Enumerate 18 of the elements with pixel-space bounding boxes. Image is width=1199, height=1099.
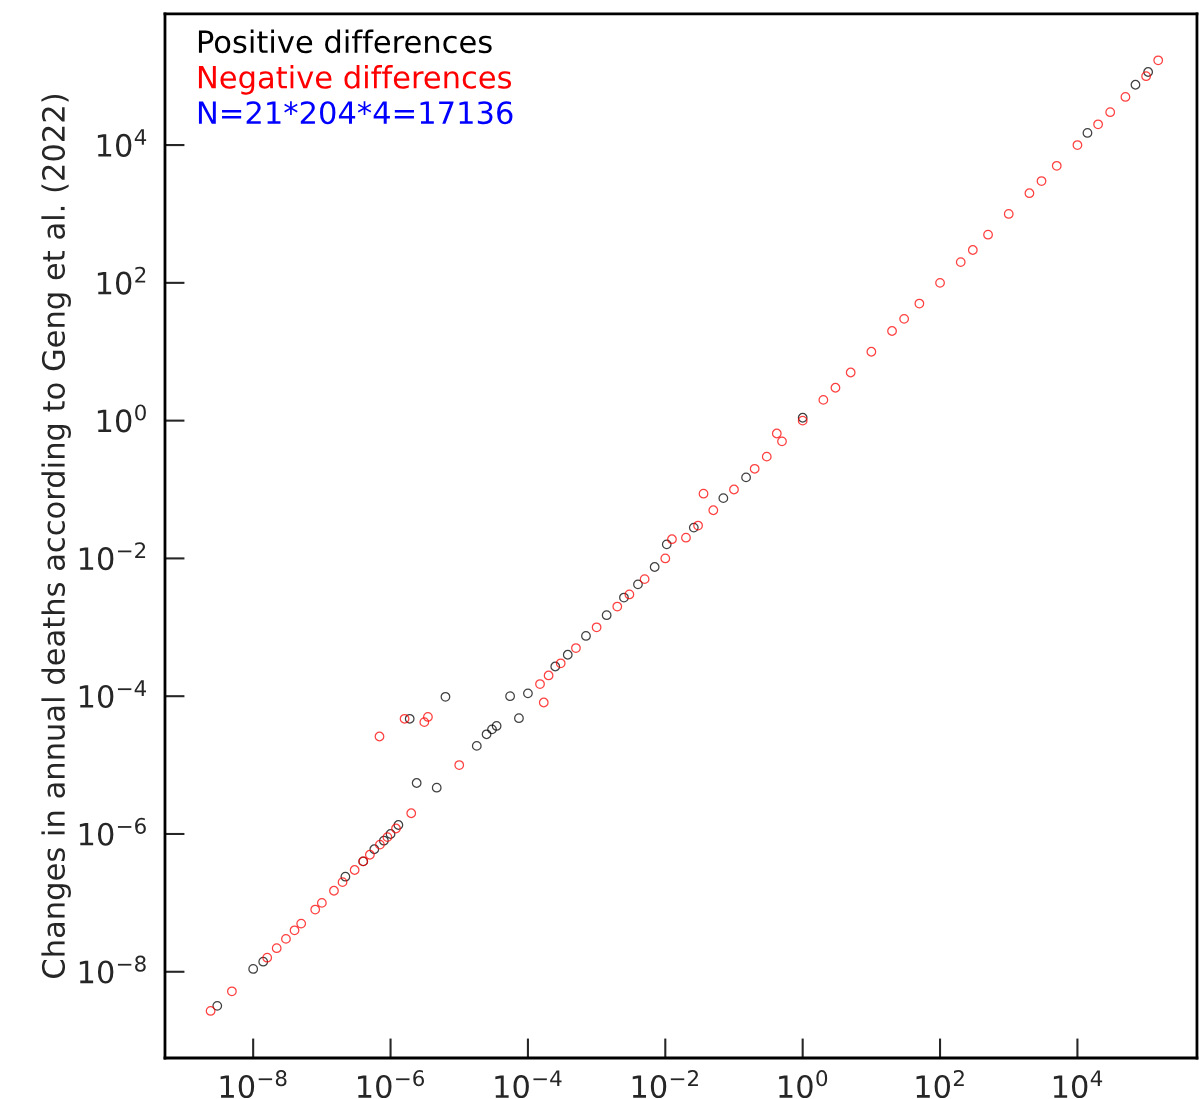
y-tick-label: 10$^{−2}$ [79,542,146,571]
x-tick-label: 10$^{4}$ [1053,1070,1103,1099]
x-tick-label: 10$^{−6}$ [358,1070,424,1099]
x-tick-label: 10$^{−2}$ [632,1070,698,1099]
annotation: N=21*204*4=17136 [198,101,513,125]
text: Negative differences [198,65,512,95]
x-tick-label: 10$^{2}$ [916,1070,964,1099]
y-tick-label: 10$^{−4}$ [79,680,147,709]
y-tick-label: 10$^{−8}$ [79,955,146,984]
text: Positive differences [198,29,492,54]
y-tick-label: 10$^{4}$ [97,129,147,157]
y-tick-label: 10$^{−6}$ [79,817,146,846]
x-tick-label: 10$^{0}$ [779,1070,828,1099]
x-tick-label: 10$^{−4}$ [495,1070,562,1099]
y-tick-label: 10$^{0}$ [97,404,146,433]
x-tick-label: 10$^{−8}$ [220,1070,287,1099]
y-tick-label: 10$^{2}$ [97,266,146,295]
y-axis-title: Changes in annual deaths according to Geng et al. (2022) [41,94,71,978]
